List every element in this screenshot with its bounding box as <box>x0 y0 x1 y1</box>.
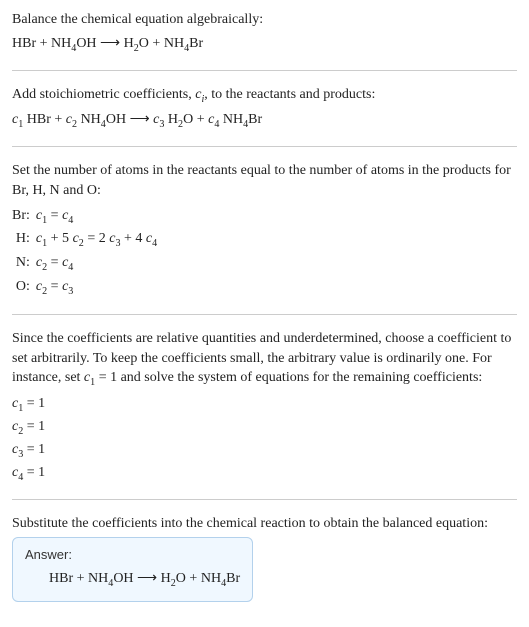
eq-text: NH <box>51 36 71 51</box>
coef-v: = 1 <box>23 442 45 457</box>
eq-text: + <box>36 36 51 51</box>
eq-text: NH <box>164 36 184 51</box>
eq-text: = <box>47 279 62 294</box>
element-label: Br: <box>12 205 36 229</box>
list-item: c1 = 1 <box>12 394 517 416</box>
table-row: H: c1 + 5 c2 = 2 c3 + 4 c4 <box>12 228 163 252</box>
text: Add stoichiometric coefficients, <box>12 87 195 102</box>
text: , to the reactants and products: <box>204 87 375 102</box>
element-label: H: <box>12 228 36 252</box>
section2-equation: c1 HBr + c2 NH4OH ⟶ c3 H2O + c4 NH4Br <box>12 110 517 132</box>
eq-text: HBr <box>49 571 73 586</box>
coef-v: = 1 <box>23 396 45 411</box>
eq-text: H <box>168 112 178 127</box>
section2-text: Add stoichiometric coefficients, ci, to … <box>12 85 517 107</box>
atom-balance-table: Br: c1 = c4 H: c1 + 5 c2 = 2 c3 + 4 c4 N… <box>12 205 163 301</box>
balance-eq: c1 = c4 <box>36 205 163 229</box>
eq-text: H <box>124 36 134 51</box>
element-label: O: <box>12 276 36 300</box>
eq-text: Br <box>248 112 262 127</box>
coef-i: 4 <box>152 238 157 249</box>
coefficient-list: c1 = 1 c2 = 1 c3 = 1 c4 = 1 <box>12 394 517 485</box>
list-item: c3 = 1 <box>12 440 517 462</box>
coef-v: = 1 <box>23 465 45 480</box>
eq-text: HBr <box>12 36 36 51</box>
eq-text: H <box>161 571 171 586</box>
eq-text: OH <box>76 36 96 51</box>
list-item: c2 = 1 <box>12 417 517 439</box>
table-row: N: c2 = c4 <box>12 252 163 276</box>
table-row: O: c2 = c3 <box>12 276 163 300</box>
eq-text: O <box>183 112 193 127</box>
eq-text: = <box>47 208 62 223</box>
answer-box: Answer: HBr + NH4OH ⟶ H2O + NH4Br <box>12 537 253 601</box>
divider <box>12 314 517 315</box>
coef-i: 3 <box>68 286 73 297</box>
section1-title: Balance the chemical equation algebraica… <box>12 10 517 30</box>
section1-equation: HBr + NH4OH ⟶ H2O + NH4Br <box>12 34 517 56</box>
element-label: N: <box>12 252 36 276</box>
section5-title: Substitute the coefficients into the che… <box>12 514 517 534</box>
eq-text: + <box>51 112 66 127</box>
text: = 1 and solve the system of equations fo… <box>95 370 482 385</box>
eq-text: O <box>176 571 186 586</box>
eq-text: Br <box>189 36 203 51</box>
eq-text: + <box>186 571 201 586</box>
eq-text: + <box>73 571 88 586</box>
eq-text: NH <box>201 571 221 586</box>
eq-text: NH <box>81 112 101 127</box>
eq-arrow: ⟶ <box>126 112 153 127</box>
eq-arrow: ⟶ <box>97 36 124 51</box>
answer-equation: HBr + NH4OH ⟶ H2O + NH4Br <box>25 569 240 591</box>
coef-i: 4 <box>68 262 73 273</box>
eq-arrow: ⟶ <box>134 571 161 586</box>
coef-v: = 1 <box>23 419 45 434</box>
answer-label: Answer: <box>25 546 240 564</box>
eq-text: NH <box>223 112 243 127</box>
divider <box>12 146 517 147</box>
eq-text: + 5 <box>47 231 72 246</box>
eq-text: O <box>139 36 149 51</box>
eq-text: = 2 <box>84 231 109 246</box>
eq-text: OH <box>113 571 133 586</box>
table-row: Br: c1 = c4 <box>12 205 163 229</box>
list-item: c4 = 1 <box>12 463 517 485</box>
eq-text: Br <box>226 571 240 586</box>
balance-eq: c2 = c3 <box>36 276 163 300</box>
divider <box>12 499 517 500</box>
eq-text: NH <box>88 571 108 586</box>
coef-i: 4 <box>68 214 73 225</box>
eq-text: + <box>149 36 164 51</box>
eq-text: + 4 <box>121 231 146 246</box>
section3-title: Set the number of atoms in the reactants… <box>12 161 517 200</box>
balance-eq: c1 + 5 c2 = 2 c3 + 4 c4 <box>36 228 163 252</box>
section4-text: Since the coefficients are relative quan… <box>12 329 517 390</box>
eq-text: + <box>193 112 208 127</box>
eq-text: HBr <box>27 112 51 127</box>
divider <box>12 70 517 71</box>
eq-text: = <box>47 255 62 270</box>
eq-text: OH <box>106 112 126 127</box>
balance-eq: c2 = c4 <box>36 252 163 276</box>
